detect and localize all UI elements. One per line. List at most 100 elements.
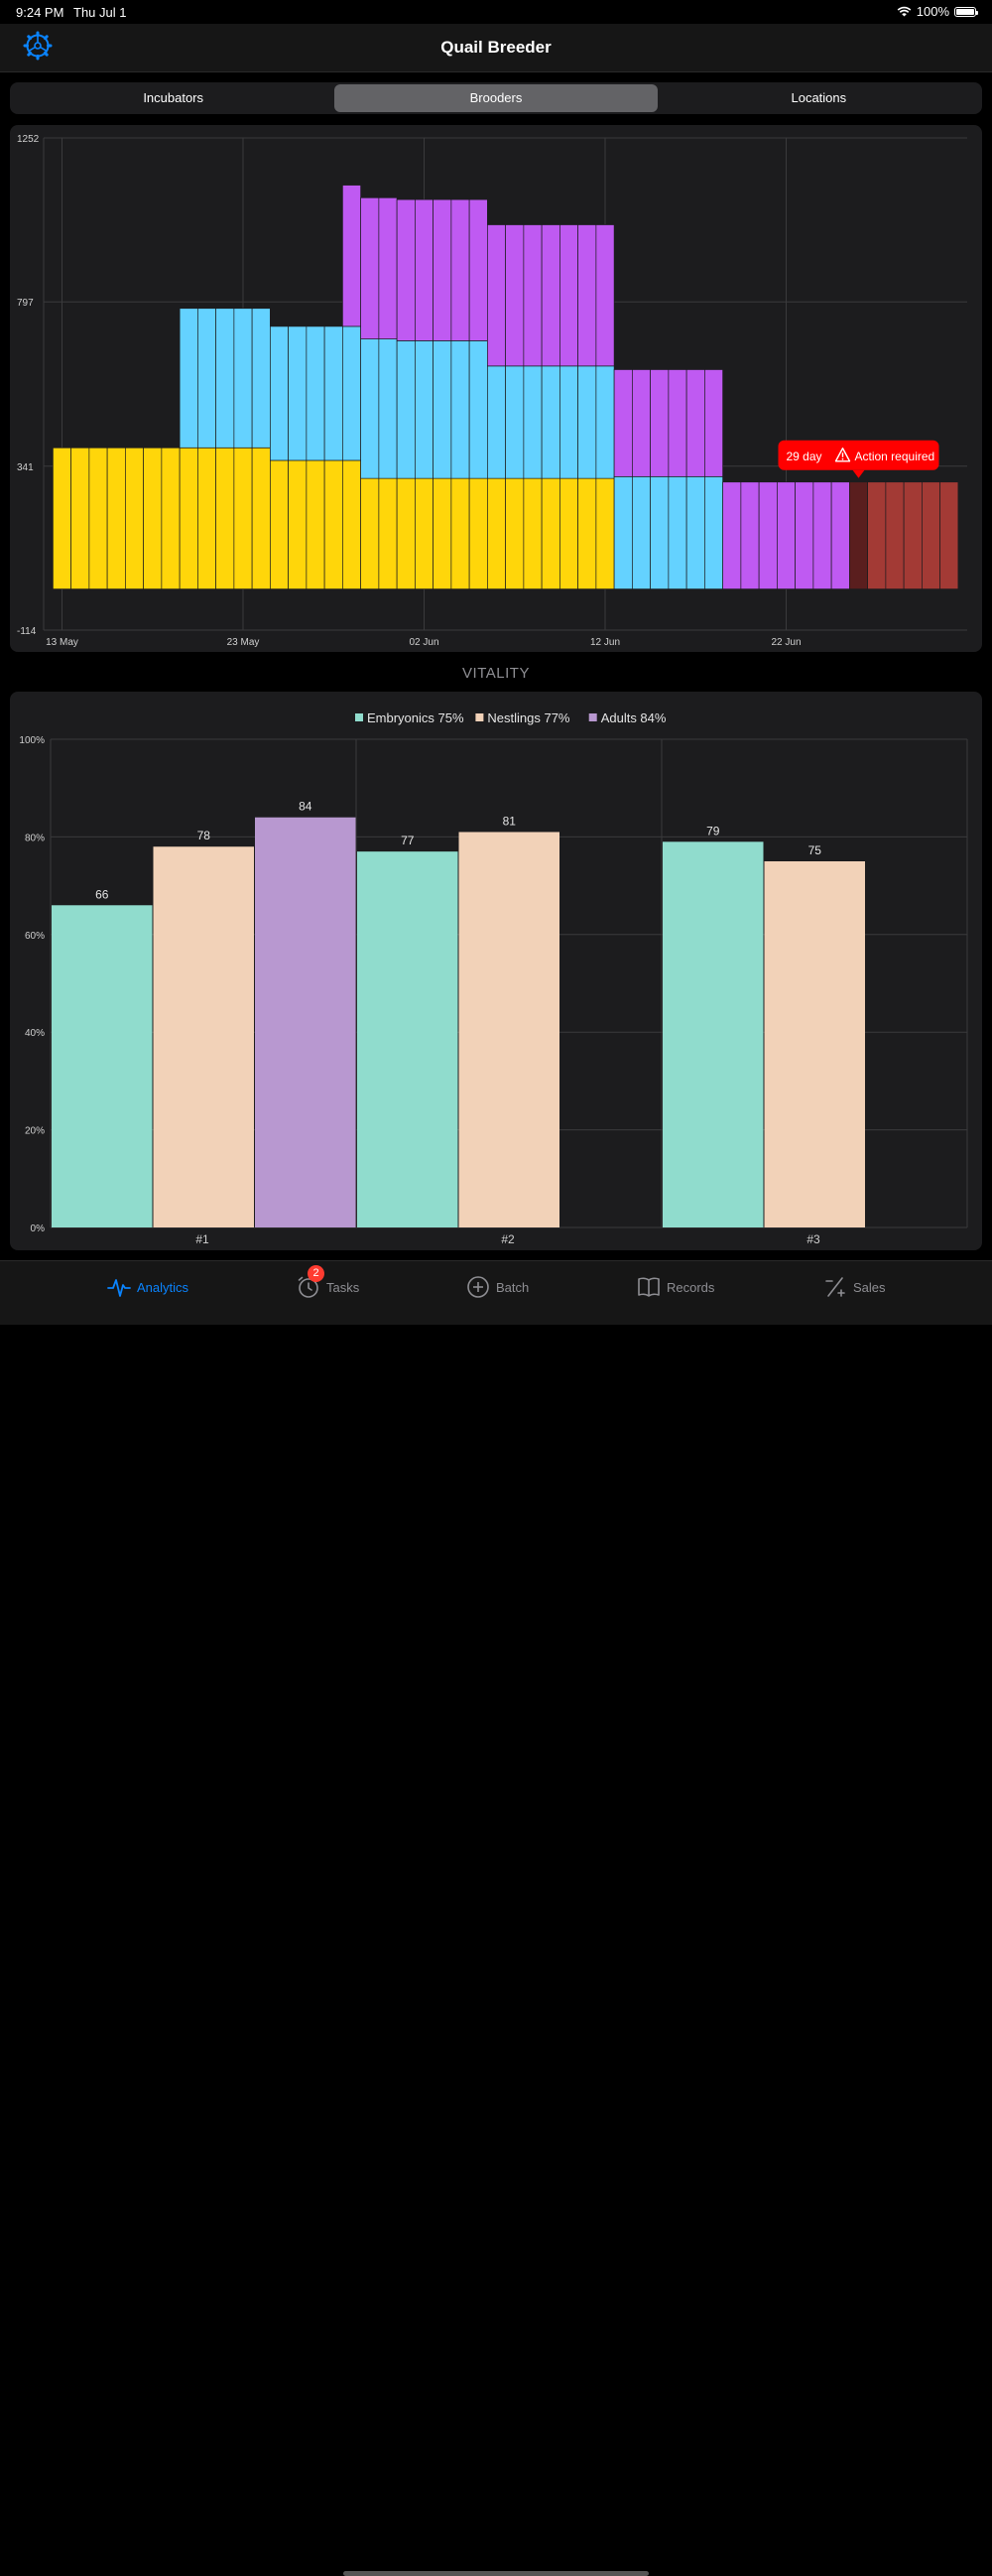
segment-locations[interactable]: Locations: [791, 90, 847, 105]
legend-label: Nestlings 77%: [487, 710, 570, 725]
stacked-bar-segment: [396, 198, 416, 341]
stacked-bar-segment: [505, 224, 525, 367]
stacked-bar-segment: [613, 369, 633, 477]
stacked-bar-segment: [378, 338, 398, 479]
stacked-bar-segment: [342, 325, 361, 461]
stacked-bar-segment: [342, 185, 361, 327]
stacked-bar-segment: [777, 481, 796, 589]
y-tick-label: 0%: [31, 1224, 46, 1234]
population-chart: 1252 797 341 -114 13 May 23 May 02 Jun 12 Jun 22…: [17, 134, 967, 648]
stacked-bar-segment: [830, 481, 850, 589]
stacked-bar-segment: [360, 196, 380, 339]
stacked-bar-segment: [468, 340, 488, 479]
stacked-bar-segment: [559, 365, 578, 479]
stacked-bar-segment: [53, 447, 71, 589]
vitality-bar: [357, 851, 458, 1227]
callout-days: 29 day: [787, 450, 822, 463]
stacked-bar-segment: [396, 340, 416, 479]
tab-batch[interactable]: Batch: [466, 1275, 529, 1299]
vitality-bar: [458, 832, 559, 1227]
y-tick-label: 797: [17, 298, 34, 309]
stacked-bar-segment: [179, 308, 198, 449]
stacked-bar-segment: [378, 477, 398, 589]
legend-item: Embryonics 75%: [355, 710, 464, 725]
stacked-bar-segment: [487, 224, 506, 367]
stacked-bar-segment: [885, 481, 905, 589]
tab-records-label: Records: [667, 1279, 715, 1295]
vitality-bar: [764, 861, 865, 1227]
stacked-bar-segment: [758, 481, 778, 589]
stacked-bar-segment: [360, 477, 380, 589]
stacked-bar-segment: [613, 475, 633, 589]
stacked-bar-segment: [106, 447, 126, 589]
x-tick-label: #2: [501, 1232, 515, 1246]
stacked-bar-segment: [233, 447, 253, 589]
stacked-bar-segment: [433, 198, 452, 341]
tab-records[interactable]: Records: [637, 1275, 714, 1299]
legend-label: Adults 84%: [601, 710, 667, 725]
stacked-bar-segment: [125, 447, 144, 589]
stacked-bar-segment: [70, 447, 90, 589]
stacked-bar-segment: [342, 459, 361, 589]
stacked-bar-segment: [559, 477, 578, 589]
home-indicator: [343, 2571, 649, 2576]
status-right: 100%: [897, 4, 978, 19]
stacked-bar-segment: [632, 369, 651, 477]
stacked-bar-segment: [632, 475, 651, 589]
stacked-bar-segment: [559, 224, 578, 367]
tab-analytics[interactable]: Analytics: [107, 1275, 188, 1299]
y-tick-label: 1252: [17, 134, 40, 145]
stacked-bar-segment: [288, 459, 308, 589]
stacked-bar-segment: [523, 365, 543, 479]
stacked-bar-segment: [433, 477, 452, 589]
y-tick-label: 100%: [19, 735, 45, 746]
stacked-bar-segment: [143, 447, 163, 589]
x-tick-label: 22 Jun: [771, 637, 801, 648]
stacked-bar-segment: [306, 325, 325, 461]
stacked-bar-segment: [541, 224, 560, 367]
vitality-chart-card: Embryonics 75% Nestlings 77% Adults 84% 0% 2…: [10, 692, 982, 1250]
stacked-bar-segment: [523, 224, 543, 367]
y-tick-label: -114: [17, 626, 37, 637]
tasks-badge: 2: [308, 1265, 324, 1282]
plus-circle-icon: [467, 1276, 489, 1298]
tab-analytics-label: Analytics: [137, 1279, 189, 1295]
stacked-bar-segment: [487, 477, 506, 589]
status-time: 9:24 PM: [16, 5, 64, 20]
stacked-bar-segment: [378, 196, 398, 339]
vitality-bar: [663, 841, 764, 1227]
gear-icon[interactable]: [22, 30, 54, 62]
battery-icon: [954, 6, 978, 17]
tab-tasks[interactable]: 2 Tasks: [297, 1265, 359, 1299]
stacked-bar-segment: [270, 459, 289, 589]
bar-value-label: 84: [299, 800, 312, 814]
x-tick-label: 12 Jun: [590, 637, 620, 648]
stacked-bar-segment: [215, 447, 235, 589]
stacked-bar-segment: [685, 475, 705, 589]
warning-icon: [834, 448, 851, 462]
tab-bar: Analytics 2 Tasks Batch Records: [0, 1260, 992, 2576]
vitality-title: VITALITY: [462, 665, 530, 682]
stacked-bar-segment: [704, 369, 723, 477]
stacked-bar-segment: [468, 477, 488, 589]
stacked-bar-segment: [812, 481, 832, 589]
vitality-bar: [52, 905, 153, 1227]
action-required-callout: 29 day Action required: [778, 440, 939, 478]
stacked-bar-segment: [88, 447, 108, 589]
stacked-bar-segment: [323, 325, 343, 461]
stacked-bar-segment: [541, 477, 560, 589]
segment-brooders[interactable]: Brooders: [334, 84, 658, 112]
stacked-bar-segment: [650, 475, 670, 589]
tab-sales[interactable]: Sales: [823, 1275, 886, 1299]
legend-swatch: [355, 713, 363, 721]
stacked-bar-segment: [867, 481, 887, 589]
legend-item: Nestlings 77%: [475, 710, 570, 725]
y-tick-label: 60%: [25, 931, 45, 942]
tab-batch-label: Batch: [496, 1279, 530, 1295]
stacked-bar-segment: [903, 481, 923, 589]
stacked-bar-segment: [668, 369, 687, 477]
y-tick-label: 341: [17, 462, 34, 473]
segment-incubators[interactable]: Incubators: [143, 90, 204, 105]
stacked-bar-segment: [541, 365, 560, 479]
bar-value-label: 66: [95, 887, 109, 901]
